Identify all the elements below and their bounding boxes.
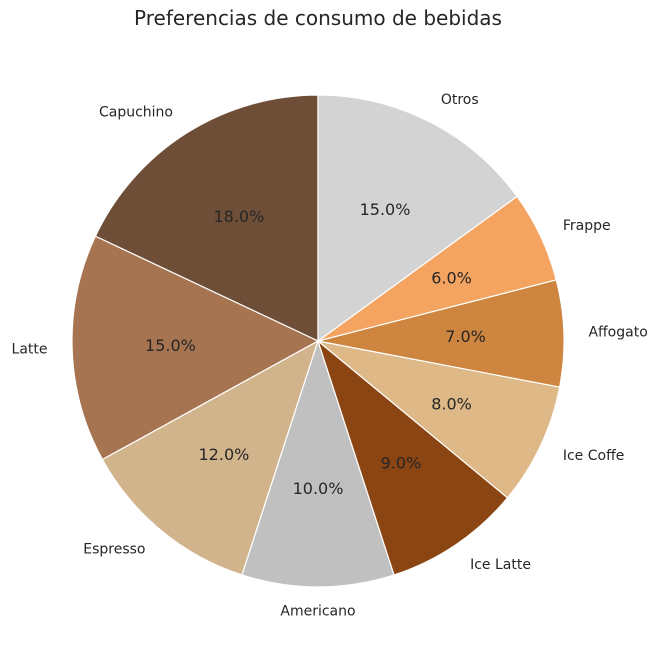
chart-title: Preferencias de consumo de bebidas (134, 6, 502, 30)
percent-label-latte: 15.0% (145, 336, 196, 355)
percent-label-ice-latte: 9.0% (381, 454, 422, 473)
percent-label-ice-coffe: 8.0% (431, 394, 472, 413)
pie-slice-americano (241, 339, 395, 588)
percent-label-affogato: 7.0% (445, 327, 486, 346)
percent-label-capuchino: 18.0% (213, 207, 264, 226)
pie-slice-ice-coffe (317, 340, 561, 499)
slice-label-otros: Otros (441, 92, 479, 108)
slice-label-ice-latte: Ice Latte (470, 557, 531, 573)
pie-slice-affogato (317, 279, 565, 388)
pie-slice-otros (317, 94, 518, 343)
percent-label-espresso: 12.0% (199, 445, 250, 464)
slice-label-frappe: Frappe (563, 218, 611, 234)
slice-label-capuchino: Capuchino (99, 105, 173, 121)
percent-label-americano: 10.0% (293, 479, 344, 498)
percent-label-frappe: 6.0% (431, 269, 472, 288)
pie-slice-latte (71, 235, 320, 461)
percent-label-otros: 15.0% (360, 200, 411, 219)
pie-labels: Capuchino 18.0% Latte 15.0% Espresso 12.0% Ame… (12, 92, 648, 620)
slice-label-americano: Americano (280, 604, 355, 620)
slice-label-espresso: Espresso (83, 542, 145, 558)
pie-slice-capuchino (94, 94, 319, 342)
pie-slice-espresso (101, 339, 320, 576)
slice-label-ice-coffe: Ice Coffe (563, 448, 625, 464)
slice-label-latte: Latte (12, 341, 48, 357)
pie-slices (71, 94, 565, 588)
pie-slice-ice-latte (316, 339, 509, 576)
slice-label-affogato: Affogato (588, 325, 647, 341)
